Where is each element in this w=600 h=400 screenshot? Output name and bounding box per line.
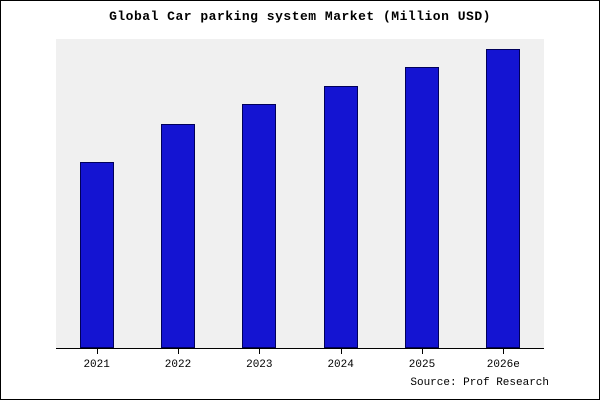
plot-area	[56, 39, 544, 354]
bar-slot	[381, 39, 462, 354]
x-tick-label: 2021	[83, 359, 110, 371]
bar-slot	[463, 39, 544, 354]
x-tick	[96, 349, 98, 354]
x-tick-label: 2023	[246, 359, 273, 371]
bar-2023	[242, 103, 277, 348]
x-tick	[177, 349, 179, 354]
x-tick-label: 2022	[164, 359, 192, 371]
bar-2021	[79, 161, 114, 348]
chart-title: Global Car parking system Market (Millio…	[109, 9, 491, 24]
bar-2024	[323, 85, 358, 348]
bar-2026e	[486, 48, 521, 348]
x-tick	[340, 349, 342, 354]
bar-slot	[137, 39, 218, 354]
x-tick	[503, 349, 505, 354]
bar-2022	[160, 123, 195, 348]
bar-slot	[300, 39, 381, 354]
x-labels: 2021 2022 2023 2024 2025 2026e	[56, 359, 544, 371]
x-tick-label: 2024	[327, 359, 354, 371]
x-tick	[259, 349, 261, 354]
bar-slot	[219, 39, 300, 354]
x-tick	[421, 349, 423, 354]
x-tick-label: 2026e	[486, 359, 520, 371]
x-tick-label: 2025	[408, 359, 436, 371]
bars	[56, 39, 544, 354]
source-label: Source: Prof Research	[410, 377, 549, 389]
bar-2025	[404, 66, 439, 348]
bar-slot	[56, 39, 137, 354]
